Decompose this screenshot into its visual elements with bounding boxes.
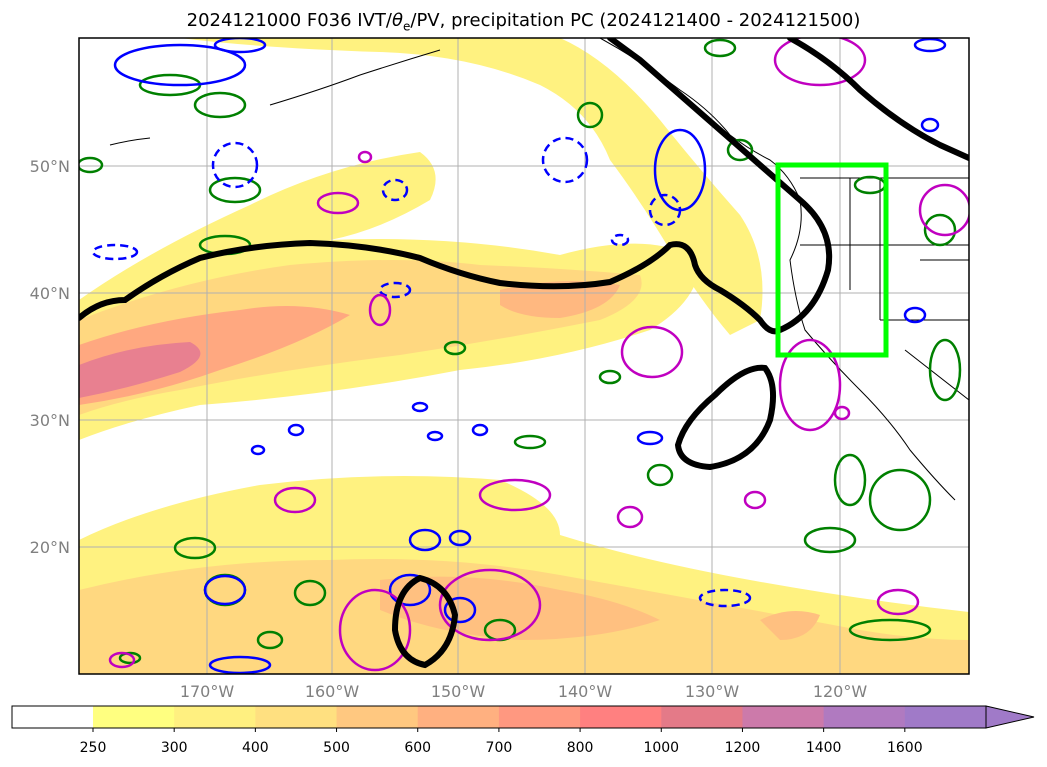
colorbar-ticks: 250 300 400 500 600 700 800 1000 1200 1400 1600 [80,728,923,756]
colorbar-cells [12,706,987,728]
colorbar-tick-label: 1200 [725,740,761,756]
lat-label-50n: 50°N [30,157,70,176]
ivt-shading [79,38,969,674]
alaska-coast [599,38,956,501]
pv-contours [79,38,969,669]
title-theta-sub: e [403,19,411,34]
coastlines [109,38,969,501]
ivt-band-south-spot [760,611,820,640]
lat-label-40n: 40°N [30,284,70,303]
focus-region-box [775,162,889,358]
lon-label-150w: 150°W [431,682,486,701]
colorbar-tick-label: 1400 [806,740,842,756]
colorbar-tick-label: 500 [323,740,350,756]
colorbar-cell [580,706,662,728]
map-frame [78,37,970,675]
lon-label-120w: 120°W [813,682,868,701]
colorbar-tick-label: 700 [486,740,513,756]
lat-label-20n: 20°N [30,538,70,557]
pv-contour-tropical [391,574,459,669]
colorbar-cell [336,706,419,728]
ivt-band-north [180,38,763,335]
lat-labels: 50°N 40°N 30°N 20°N [30,157,70,557]
colorbar-tick-label: 250 [80,740,107,756]
colorbar-cell [12,706,94,728]
colorbar-cell [498,706,581,728]
lat-label-30n: 30°N [30,411,70,430]
pv-contour-main [79,38,833,335]
colorbar-cell [823,706,906,728]
colorbar-cell [742,706,825,728]
map-area [79,38,969,674]
lon-label-140w: 140°W [558,682,613,701]
aleutian-chain [109,49,441,146]
title-suffix: /PV, precipitation PC (2024121400 - 2024… [410,10,861,31]
colorbar-tick-label: 600 [404,740,431,756]
pv-contour-north [787,38,969,161]
ivt-band-south-core [380,576,660,640]
ivt-band-central-east [500,281,620,318]
title-theta: θ [391,10,403,31]
colorbar-tick-label: 1000 [643,740,679,756]
colorbar-cell [93,706,175,728]
colorbar-extend-arrow [985,705,1035,729]
lon-label-130w: 130°W [685,682,740,701]
colorbar-cell [661,706,743,728]
pv-contour-cutoff [674,364,777,471]
colorbar-tick-label: 1600 [887,740,923,756]
colorbar-cell [417,706,500,728]
lon-labels: 170°W 160°W 150°W 140°W 130°W 120°W [180,682,868,701]
colorbar-cell [255,706,338,728]
title-prefix: 2024121000 F036 IVT/ [186,10,392,31]
precip-contours-green [79,38,962,665]
colorbar: 250 300 400 500 600 700 800 1000 1200 1400 1600 [11,705,1035,756]
precip-contours-blue-dashed [91,136,752,608]
precip-contours-blue [113,38,947,674]
map-title: 2024121000 F036 IVT/θe/PV, precipitation… [0,10,1047,34]
colorbar-cell [904,706,987,728]
colorbar-tick-label: 800 [567,740,594,756]
colorbar-tick-label: 400 [242,740,269,756]
ivt-band-central-max [79,342,201,398]
colorbar-cell [174,706,256,728]
colorbar-tick-label: 300 [161,740,188,756]
lon-label-160w: 160°W [305,682,360,701]
lon-label-170w: 170°W [180,682,235,701]
precip-contours-magenta [108,38,969,672]
